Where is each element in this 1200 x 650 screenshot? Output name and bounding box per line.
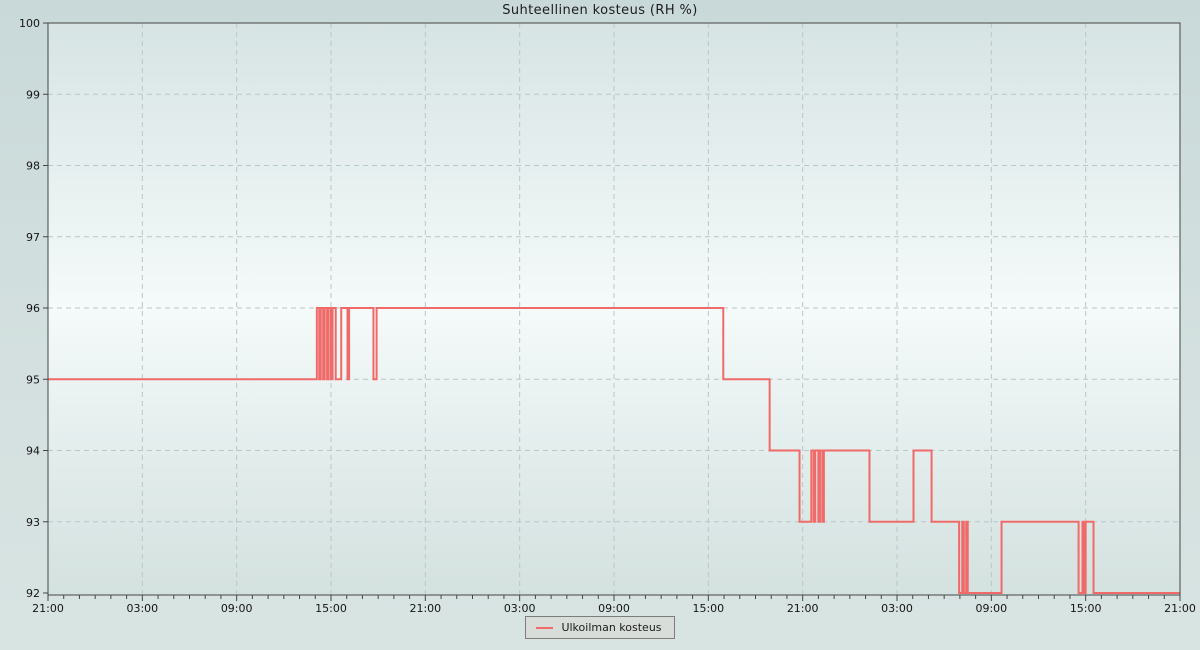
x-tick-label: 15:00 — [1070, 602, 1102, 615]
x-tick-label: 03:00 — [504, 602, 536, 615]
x-tick-label: 21:00 — [409, 602, 441, 615]
legend: Ulkoilman kosteus — [0, 616, 1200, 639]
x-tick-label: 15:00 — [315, 602, 347, 615]
x-tick-label: 21:00 — [32, 602, 64, 615]
x-tick-label: 03:00 — [881, 602, 913, 615]
x-tick-label: 21:00 — [1164, 602, 1196, 615]
chart-title: Suhteellinen kosteus (RH %) — [502, 3, 698, 18]
y-tick-label: 94 — [26, 445, 40, 458]
y-tick-label: 100 — [19, 17, 40, 30]
y-tick-label: 97 — [26, 231, 40, 244]
y-tick-label: 96 — [26, 302, 40, 315]
legend-entry: Ulkoilman kosteus — [525, 616, 675, 639]
series-line — [48, 307, 1180, 594]
x-tick-label: 21:00 — [787, 602, 819, 615]
x-tick-label: 09:00 — [221, 602, 253, 615]
legend-line-marker — [536, 626, 554, 629]
legend-label: Ulkoilman kosteus — [561, 621, 662, 634]
x-tick-label: 03:00 — [126, 602, 158, 615]
x-tick-label: 15:00 — [692, 602, 724, 615]
y-tick-label: 95 — [26, 373, 40, 386]
y-tick-label: 92 — [26, 587, 40, 600]
x-tick-label: 09:00 — [975, 602, 1007, 615]
y-tick-label: 99 — [26, 88, 40, 101]
x-tick-label: 09:00 — [598, 602, 630, 615]
y-tick-label: 93 — [26, 516, 40, 529]
y-tick-label: 98 — [26, 160, 40, 173]
